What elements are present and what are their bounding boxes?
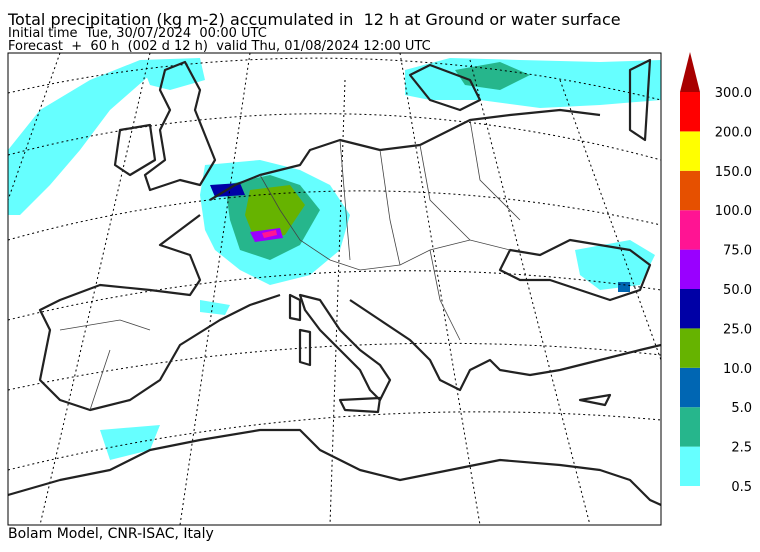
colorbar-extend [680,52,700,92]
colorbar-segment [680,328,700,368]
colorbar-label: 25.0 [723,322,752,337]
title: Total precipitation (kg m-2) accumulated… [7,10,621,29]
forecast-time: Forecast + 60 h (002 d 12 h) valid Thu, … [8,39,431,54]
footer: Bolam Model, CNR-ISAC, Italy [8,526,214,542]
colorbar-segment [680,367,700,408]
graticule [8,53,661,525]
colorbar-segment [680,170,700,211]
colorbar-segment [680,131,700,171]
colorbar-segment [680,446,700,486]
map [7,52,662,526]
colorbar-segment [680,289,700,329]
borders [59,119,521,411]
colorbar-segment [680,407,700,447]
map-frame [7,52,662,526]
colorbar-label: 100.0 [715,204,752,219]
precipitation [8,58,661,460]
colorbar-label: 5.0 [731,401,752,416]
map-background [8,53,661,525]
colorbar: 0.5 2.5 5.0 10.0 25.0 50.0 75.0 100.0 150.0 200.0… [680,52,752,495]
colorbar-label: 0.5 [731,480,752,495]
colorbar-label: 75.0 [723,244,752,259]
colorbar-label: 2.5 [731,441,752,456]
colorbar-label: 200.0 [715,125,752,140]
colorbar-label: 10.0 [723,362,752,377]
colorbar-segment [680,92,700,132]
colorbar-label: 50.0 [723,283,752,298]
colorbar-label: 300.0 [715,86,752,101]
colorbar-segment [680,249,700,289]
colorbar-segment [680,210,700,250]
colorbar-label: 150.0 [715,165,752,180]
initial-time: Initial time Tue, 30/07/2024 00:00 UTC [8,26,267,41]
